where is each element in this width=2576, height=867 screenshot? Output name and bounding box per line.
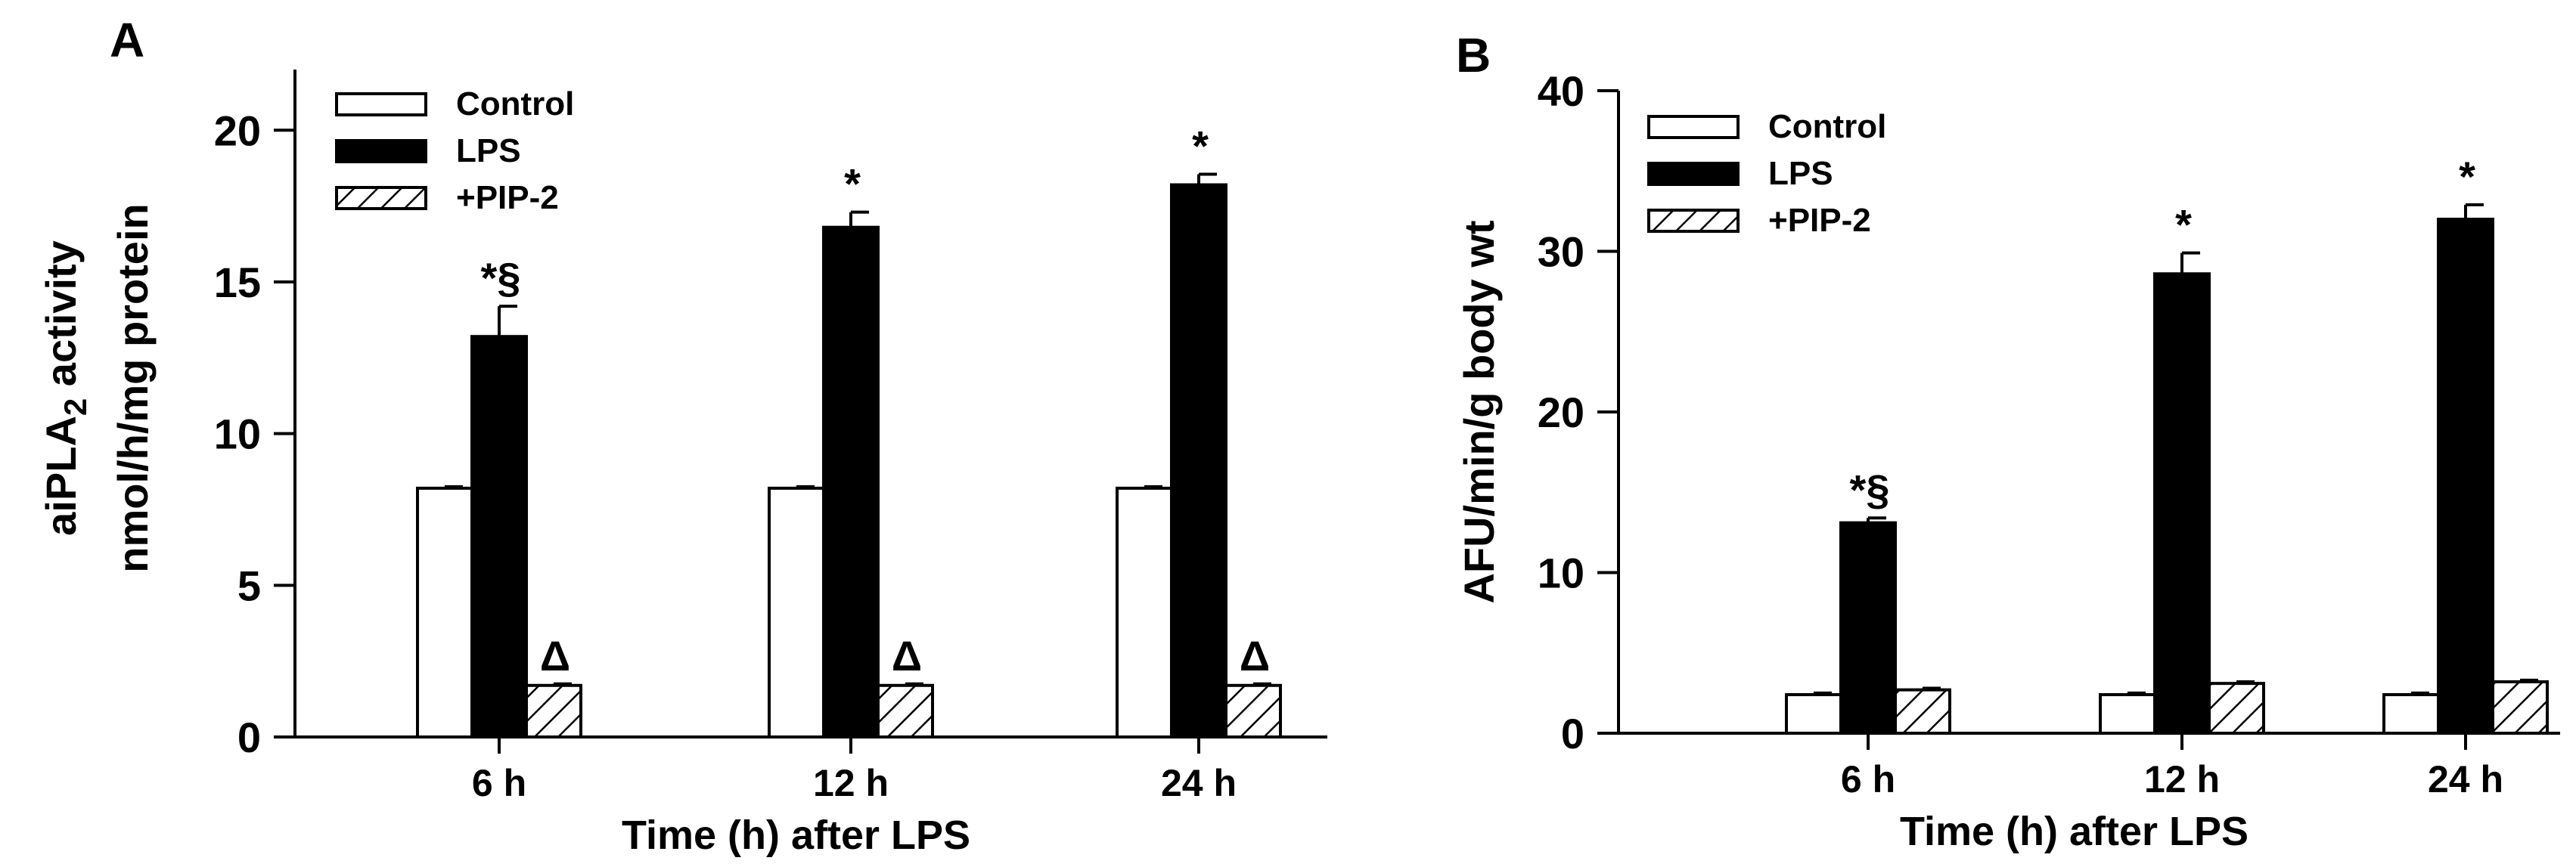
x-axis-title: Time (h) after LPS [1900, 809, 2249, 854]
bar-black [2153, 272, 2211, 735]
significance-mark: Δ [540, 632, 570, 680]
y-tick-label: 20 [1538, 389, 1584, 436]
bar-hatch [2208, 682, 2265, 735]
significance-mark: * [2175, 201, 2192, 249]
legend-label: LPS [1768, 155, 1833, 192]
bar-white [416, 486, 473, 739]
significance-mark: *§ [1850, 466, 1890, 513]
bar-hatch [1224, 683, 1282, 739]
x-tick-label: 12 h [813, 762, 889, 804]
bar-hatch [525, 683, 582, 739]
legend-label: LPS [456, 132, 521, 169]
bar-white [2099, 693, 2156, 735]
x-tick-label: 6 h [472, 762, 526, 804]
panel-label: B [1456, 28, 1491, 82]
legend-swatch [1647, 209, 1740, 233]
legend-swatch [335, 186, 427, 210]
legend-swatch [1647, 115, 1740, 139]
significance-mark: * [844, 160, 861, 208]
y-tick-label: 40 [1538, 67, 1584, 115]
panel-b-chart: 0 10 20 30 40 6 h 12 h 24 h Time (h) after LPS AF… [1455, 28, 2560, 854]
y-axis-title-line2: nmol/h/mg protein [109, 203, 157, 572]
bar-hatch [877, 683, 934, 739]
y-tick-label: 0 [237, 714, 261, 761]
y-tick-label: 30 [1538, 228, 1584, 276]
significance-mark: *§ [481, 254, 521, 302]
bar-white [768, 486, 825, 739]
bar-white [1785, 693, 1842, 735]
legend-label: Control [1768, 108, 1886, 145]
significance-mark: * [2459, 153, 2475, 200]
legend-swatch [335, 92, 427, 116]
significance-mark: * [1192, 122, 1209, 169]
y-axis-title-line1: aiPLA2 activity [37, 240, 93, 536]
y-tick-label: 10 [1538, 550, 1584, 597]
bar-hatch [2491, 680, 2549, 735]
bar-white [2382, 693, 2440, 735]
x-axis-title: Time (h) after LPS [622, 813, 970, 858]
x-tick-label: 12 h [2144, 758, 2220, 800]
y-axis-title: AFU/min/g body wt [1455, 220, 1503, 603]
x-tick-label: 24 h [2428, 758, 2503, 800]
y-tick-label: 0 [1561, 710, 1584, 757]
bar-black [2437, 218, 2494, 735]
y-tick-label: 20 [214, 107, 261, 154]
bar-hatch [1894, 688, 1951, 735]
y-tick-label: 10 [214, 410, 261, 458]
bar-black [470, 335, 528, 738]
x-tick-label: 6 h [1841, 758, 1895, 800]
significance-mark: Δ [892, 632, 922, 680]
legend-swatch [1647, 162, 1740, 186]
y-tick-label: 15 [214, 259, 261, 306]
bar-black [822, 225, 880, 738]
panel-a-chart: 0 5 10 15 20 6 h 12 h 24 h Time (h) after LPS aiP… [37, 13, 1327, 858]
significance-mark: Δ [1240, 632, 1270, 680]
legend-label: +PIP-2 [1768, 202, 1871, 239]
bar-white [1116, 486, 1173, 739]
y-tick-label: 5 [237, 562, 261, 609]
legend-swatch [335, 139, 427, 163]
bar-black [1170, 183, 1227, 738]
x-tick-label: 24 h [1161, 762, 1237, 804]
panel-label: A [110, 13, 144, 67]
legend-label: +PIP-2 [456, 179, 559, 216]
bar-black [1839, 521, 1897, 735]
legend-label: Control [456, 85, 574, 122]
